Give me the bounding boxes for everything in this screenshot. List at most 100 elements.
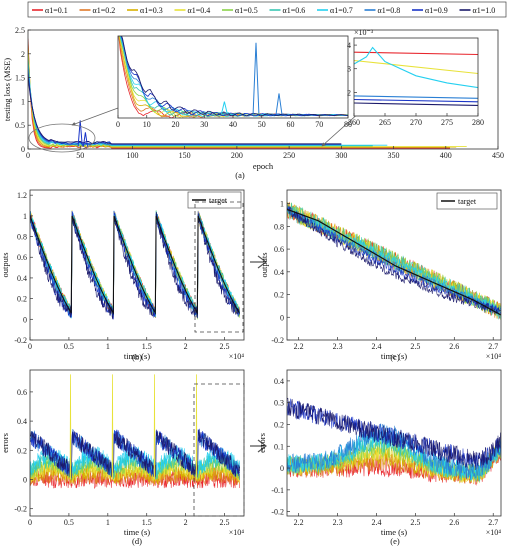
panel-b-ytick-label: 1.2	[17, 191, 27, 200]
panel-e-panel: 2.2 2.3 2.4 2.5 2.6 2.7 -0.2 -0.1 0 0.1 0.2 0.3 0.4 t…	[257, 369, 502, 537]
loss-curve	[28, 42, 450, 149]
panel-c-ytick-label: 1	[280, 200, 284, 209]
inset-right-xtick-label: 275	[441, 118, 453, 127]
legend-entry: α1=0.2	[93, 6, 116, 15]
panel-e-xtick-label: 2.2	[294, 518, 304, 527]
legend-entry: α1=0.9	[425, 6, 448, 15]
panel-a-frame	[27, 29, 499, 150]
panel-b-xtick-label: 0.5	[64, 342, 74, 351]
panel-a-xtick-label: 450	[492, 151, 504, 160]
inset-left-xtick-label: 10	[143, 120, 151, 129]
panel-e-xlabel: time (s)	[381, 527, 407, 537]
panel-c-panel: 2.2 2.3 2.4 2.5 2.6 2.7 -0.2 0 0.2 0.4 0.6 0.8 1 time…	[259, 189, 502, 361]
panel-d-ytick-label: 0.4	[17, 417, 27, 426]
panel-c-xtick-label: 2.4	[371, 342, 381, 351]
panel-b-ytick-label: 0.4	[17, 274, 27, 283]
loss-spike	[77, 120, 83, 147]
panel-label: (a)	[235, 170, 245, 180]
inset-left-xtick-label: 70	[315, 120, 323, 129]
panel-label: (c)	[390, 352, 400, 362]
error-spike	[153, 374, 156, 480]
panel-c-ytick-label: 0.4	[274, 268, 284, 277]
panel-e-ytick-label: -0.2	[271, 508, 284, 517]
panel-e-xtick-label: 2.3	[333, 518, 343, 527]
error-zoom-series	[287, 398, 501, 469]
legend-entry: α1=0.3	[140, 6, 163, 15]
error-spike	[111, 374, 114, 480]
panel-e-xtick-label: 2.4	[371, 518, 381, 527]
panel-e-frame	[286, 369, 502, 517]
panel-a-ytick-label: 2	[21, 50, 25, 59]
inset-spike	[275, 93, 283, 114]
legend-entry: α1=0.6	[283, 6, 306, 15]
zoom-arrow-bc	[250, 255, 267, 269]
panel-e-ytick-label: -0.1	[271, 486, 284, 495]
legend-entry: α1=0.1	[45, 6, 68, 15]
output-zoom-series	[287, 205, 501, 315]
inset-left-xtick-label: 60	[287, 120, 295, 129]
panel-b-ytick-label: 0.6	[17, 253, 27, 262]
panel-c-ytick-label: 0	[280, 313, 284, 322]
panel-b-xtick-label: 1.5	[142, 342, 152, 351]
output-series	[30, 211, 240, 320]
panel-d-xlabel: time (s)	[124, 527, 150, 537]
panel-e-ylabel: errors	[257, 433, 267, 453]
panel-label: (d)	[132, 536, 142, 546]
inset-right-panel: 260 265 270 275 280 2 3 4×10⁻³	[347, 28, 484, 127]
legend-entry: α1=0.7	[330, 6, 353, 15]
inset-right-xtick-label: 280	[472, 118, 484, 127]
panel-e-ytick-label: 0.3	[274, 399, 284, 408]
error-spike	[69, 374, 72, 480]
panel-a-xtick-label: 200	[231, 151, 243, 160]
panel-a-plot-area	[28, 38, 467, 149]
panel-a-xtick-label: 250	[283, 151, 295, 160]
inset-left-xtick-label: 20	[172, 120, 180, 129]
panel-a-ylabel: testing loss (MSE)	[2, 58, 12, 121]
panel-b-plot-area	[30, 210, 240, 320]
panel-c-legend-label: target	[458, 197, 477, 206]
panel-c-x-multiplier: ×10⁴	[486, 352, 502, 361]
inset-left-xtick-label: 30	[200, 120, 208, 129]
panel-a-xtick-label: 0	[26, 151, 30, 160]
inset-left-panel: 0 10 20 30 40 50 60 70 80	[116, 35, 352, 129]
inset-right-series	[354, 51, 478, 56]
panel-b-x-multiplier: ×10⁴	[229, 352, 245, 361]
panels: 0 50 100 150 200 250 300 350 400 45000.511.522.5e…	[0, 26, 504, 546]
legend: α1=0.1 α1=0.2 α1=0.3 α1=0.4 α1=0.5 α1=0.6 α1=0…	[27, 1, 507, 18]
panel-d-xtick-label: 2.5	[220, 518, 230, 527]
panel-d-ytick-label: -0.2	[14, 505, 27, 514]
legend-box	[27, 1, 507, 18]
panel-d-xtick-label: 0.5	[64, 518, 74, 527]
loss-spike	[82, 132, 88, 147]
panel-c-ylabel: outputs	[259, 252, 269, 277]
zoom-ellipse	[28, 123, 96, 153]
panel-e-plot-area	[287, 397, 501, 486]
zoom-arrow-right	[321, 111, 361, 147]
panel-c-ytick-label: 0.6	[274, 245, 284, 254]
panel-d-ytick-label: 0.6	[17, 388, 27, 397]
inset-spike	[252, 42, 260, 114]
legend-entry: α1=0.4	[188, 6, 211, 15]
zoom-arrow-left	[71, 107, 119, 126]
panel-a-ytick-label: 1.5	[15, 74, 25, 83]
legend-entry: α1=1.0	[473, 6, 496, 15]
panel-b-legend-box	[187, 191, 242, 209]
panel-e-xtick-label: 2.7	[488, 518, 498, 527]
error-series	[30, 428, 240, 478]
inset-right-y-multiplier: ×10⁻³	[354, 28, 374, 37]
panel-b-frame	[29, 189, 245, 341]
error-zoom-series	[287, 397, 501, 471]
target-line	[30, 215, 240, 315]
panel-b-xtick-label: 2.5	[220, 342, 230, 351]
panel-a-ytick-label: 2.5	[15, 26, 25, 35]
inset-right-series	[354, 98, 478, 103]
inset-right-xtick-label: 265	[379, 118, 391, 127]
panel-d-plot-area	[30, 374, 240, 490]
panel-b-ylabel: outputs	[0, 252, 10, 277]
inset-right-series	[354, 59, 478, 75]
panel-b-legend-label: target	[209, 196, 228, 205]
panel-d-xtick-label: 2	[184, 518, 188, 527]
panel-d-x-multiplier: ×10⁴	[229, 528, 245, 537]
inset-right-series	[354, 95, 478, 99]
